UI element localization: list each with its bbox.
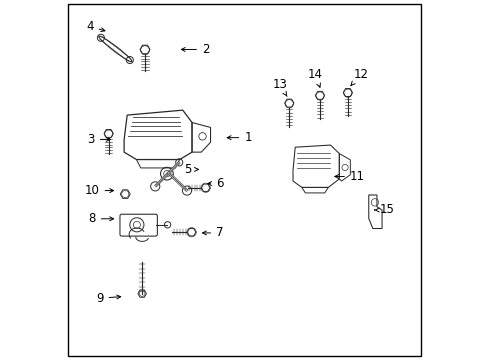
Text: 10: 10 bbox=[84, 184, 113, 197]
Text: 11: 11 bbox=[334, 170, 364, 183]
Text: 1: 1 bbox=[227, 131, 251, 144]
Text: 5: 5 bbox=[184, 163, 198, 176]
Text: 8: 8 bbox=[88, 212, 113, 225]
Text: 9: 9 bbox=[96, 292, 121, 305]
Text: 3: 3 bbox=[87, 133, 110, 146]
Text: 13: 13 bbox=[272, 78, 286, 96]
Text: 2: 2 bbox=[181, 43, 209, 56]
Text: 12: 12 bbox=[350, 68, 367, 86]
Text: 15: 15 bbox=[374, 203, 394, 216]
Text: 6: 6 bbox=[207, 177, 223, 190]
Text: 14: 14 bbox=[307, 68, 322, 87]
Text: 7: 7 bbox=[202, 226, 223, 239]
Text: 4: 4 bbox=[86, 20, 105, 33]
